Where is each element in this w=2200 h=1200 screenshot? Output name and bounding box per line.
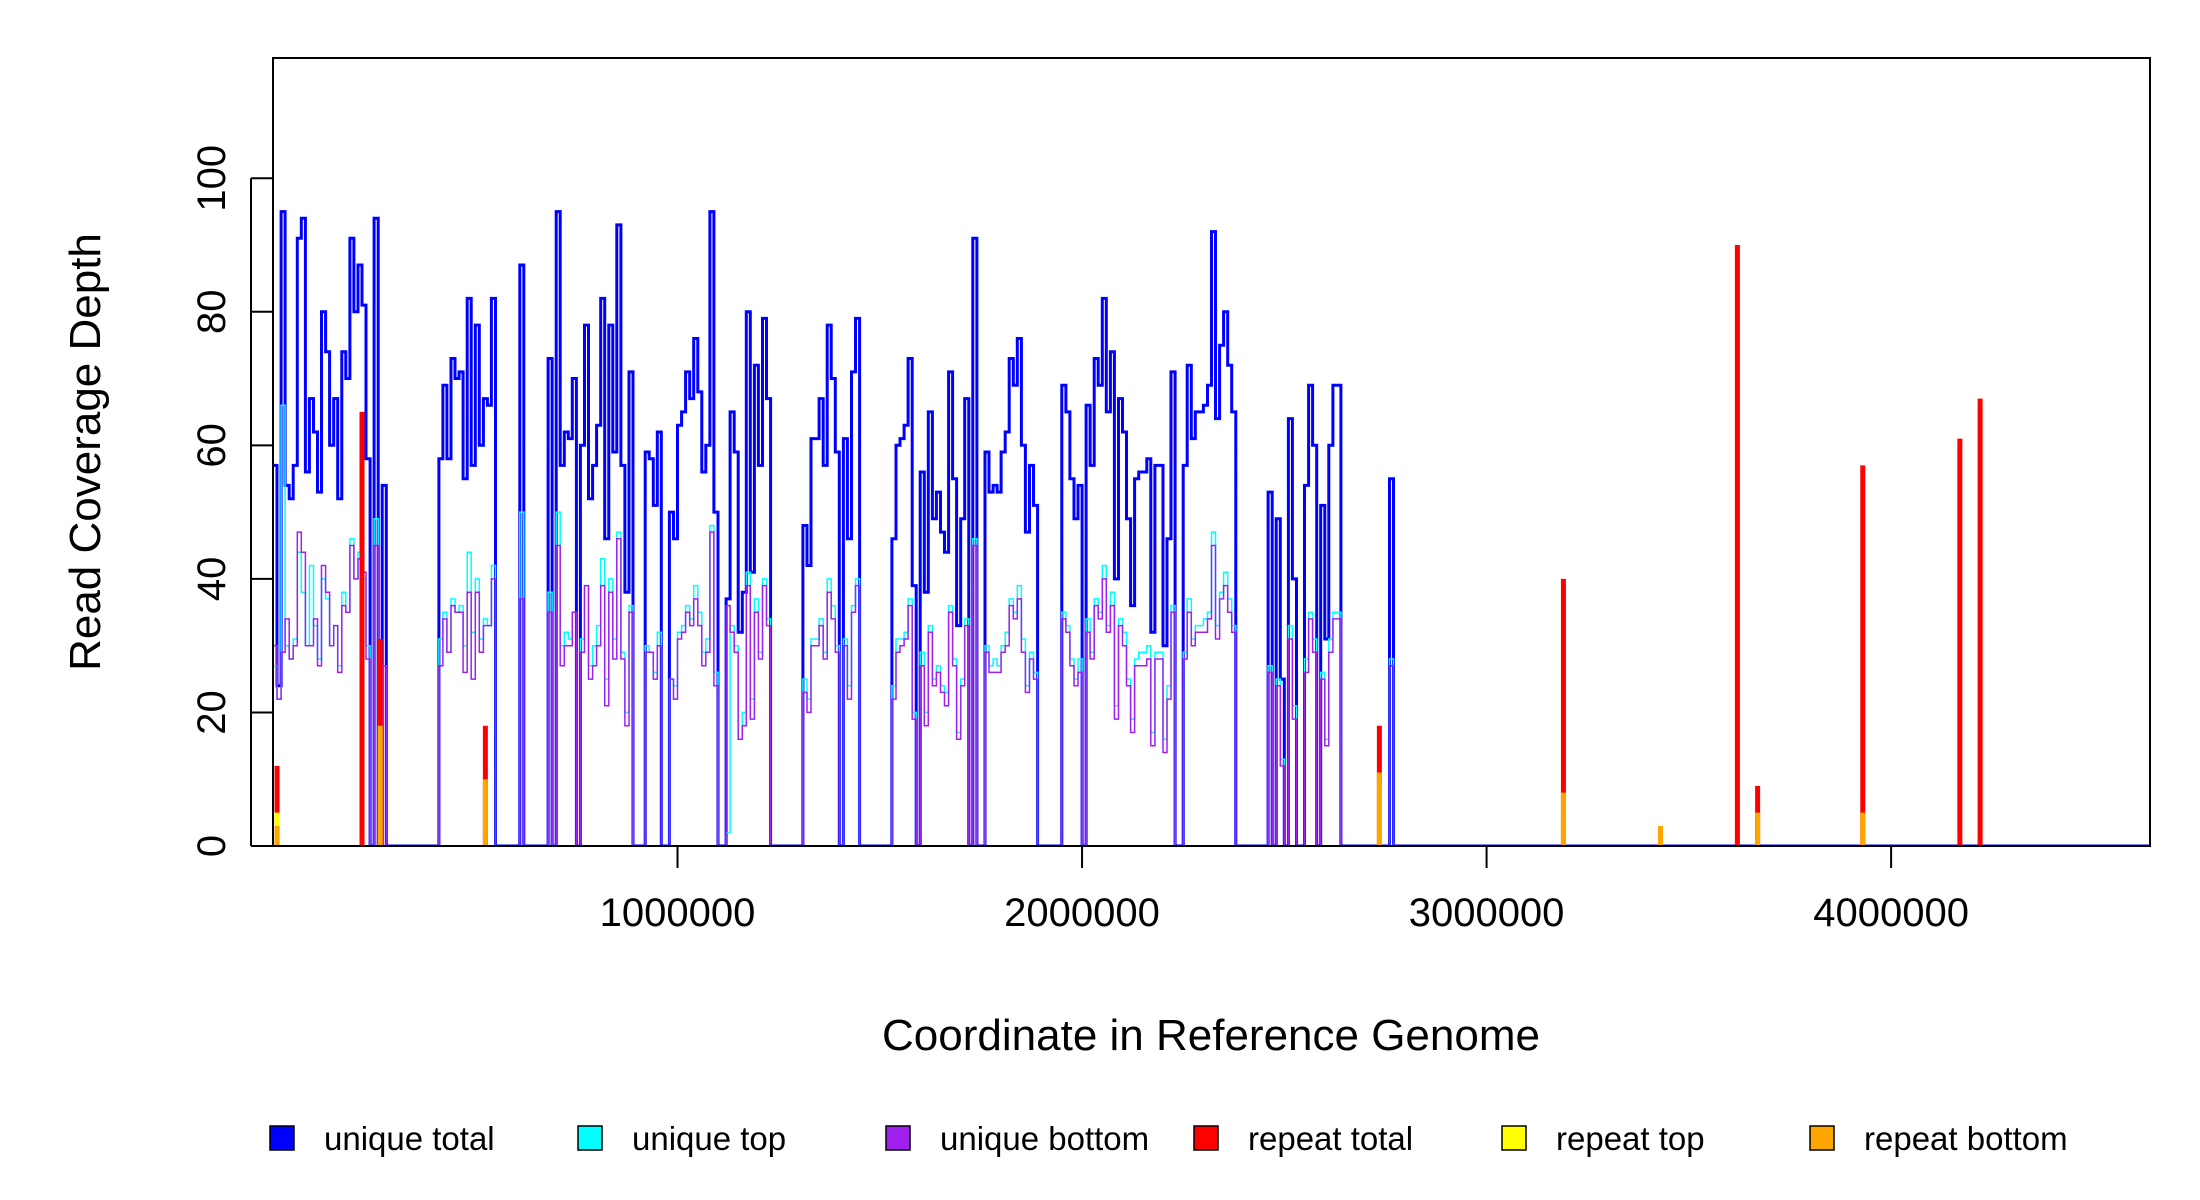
legend: unique total unique top unique bottom repea… (269, 1120, 2068, 1157)
legend-swatch (1193, 1125, 1219, 1151)
legend-swatch (1501, 1125, 1527, 1151)
y-tick-label: 80 (190, 290, 234, 335)
legend-swatch (885, 1125, 911, 1151)
legend-label: unique top (632, 1120, 786, 1157)
legend-label: repeat bottom (1864, 1120, 2068, 1157)
legend-swatch (269, 1125, 295, 1151)
series-line-unique-bottom (273, 531, 2150, 846)
legend-label: repeat total (1248, 1120, 1413, 1157)
y-tick-label: 60 (190, 423, 234, 468)
legend-label: unique bottom (940, 1120, 1149, 1157)
plot-series (273, 210, 2150, 847)
x-axis: 1000000 2000000 3000000 4000000 (600, 846, 1969, 935)
plot-frame (272, 57, 2151, 847)
legend-label: repeat top (1556, 1120, 1705, 1157)
x-axis-title: Coordinate in Reference Genome (882, 1011, 1540, 1060)
legend-label: unique total (324, 1120, 495, 1157)
y-axis: 0 20 40 60 80 100 (190, 145, 273, 857)
y-tick-label: 100 (190, 145, 234, 212)
series-line-unique-total (273, 210, 2150, 846)
legend-swatch (1809, 1125, 1835, 1151)
y-tick-label: 20 (190, 690, 234, 735)
x-tick-label: 3000000 (1409, 891, 1565, 935)
y-tick-label: 0 (190, 835, 234, 857)
legend-swatch (577, 1125, 603, 1151)
x-tick-label: 2000000 (1004, 891, 1160, 935)
x-tick-label: 1000000 (600, 891, 756, 935)
y-tick-label: 40 (190, 557, 234, 602)
y-axis-title: Read Coverage Depth (61, 233, 110, 671)
x-tick-label: 4000000 (1813, 891, 1969, 935)
